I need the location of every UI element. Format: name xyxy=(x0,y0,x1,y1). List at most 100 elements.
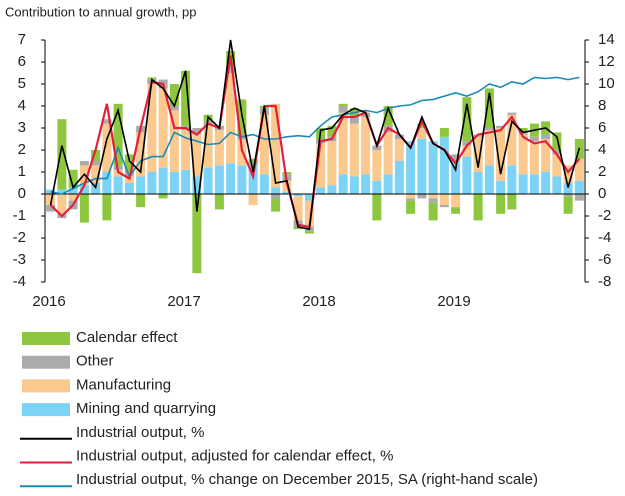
bar xyxy=(248,163,258,166)
bar xyxy=(293,227,303,230)
bar xyxy=(248,158,258,164)
bar xyxy=(406,194,416,199)
bar xyxy=(136,194,146,208)
bar xyxy=(192,194,202,274)
bar xyxy=(451,194,461,208)
bar xyxy=(541,139,551,172)
bar xyxy=(518,134,528,175)
bar xyxy=(451,207,461,214)
bar xyxy=(304,200,314,227)
x-tick-label: 2019 xyxy=(437,293,470,310)
bar xyxy=(417,139,427,194)
bar xyxy=(124,183,134,194)
bar xyxy=(68,187,78,194)
bar xyxy=(349,176,359,194)
bar xyxy=(102,172,112,194)
bar xyxy=(406,198,416,201)
bar xyxy=(147,172,157,194)
y2-tick-label: 14 xyxy=(598,31,615,48)
legend-label: Other xyxy=(76,353,114,370)
bar xyxy=(327,125,337,137)
y-tick-label: 2 xyxy=(18,141,26,158)
bar xyxy=(338,174,348,194)
bar xyxy=(507,165,517,194)
bar xyxy=(237,165,247,194)
y2-tick-label: 2 xyxy=(598,163,606,180)
bar xyxy=(484,128,494,131)
bar xyxy=(192,134,202,177)
bar xyxy=(226,73,236,164)
bar xyxy=(552,176,562,194)
bar xyxy=(496,128,506,181)
bar xyxy=(484,165,494,194)
bar xyxy=(214,165,224,194)
bar xyxy=(214,130,224,166)
y-tick-label: 1 xyxy=(18,163,26,180)
y-tick-label: -2 xyxy=(13,229,26,246)
bar xyxy=(102,119,112,124)
bar xyxy=(496,180,506,194)
bar xyxy=(147,77,157,80)
bar xyxy=(451,154,461,161)
chart-title: Contribution to annual growth, pp xyxy=(5,4,197,19)
bar xyxy=(462,145,472,157)
bar xyxy=(181,130,191,170)
bar xyxy=(327,185,337,194)
bar xyxy=(349,123,359,177)
bar xyxy=(507,112,517,115)
bar xyxy=(259,174,269,194)
bar xyxy=(372,180,382,194)
legend-swatch xyxy=(22,379,70,393)
bar xyxy=(68,194,78,201)
bar xyxy=(529,136,539,142)
legend-label: Industrial output, adjusted for calendar… xyxy=(76,447,393,464)
bar xyxy=(552,150,562,155)
bar xyxy=(158,88,168,168)
y-tick-label: -4 xyxy=(13,273,26,290)
bar xyxy=(473,194,483,221)
bar xyxy=(248,194,258,205)
y2-tick-label: -8 xyxy=(598,273,611,290)
bar xyxy=(383,132,393,175)
bar xyxy=(147,84,157,172)
legend-label: Industrial output, % xyxy=(76,424,204,441)
y2-tick-label: -6 xyxy=(598,251,611,268)
y2-tick-label: 8 xyxy=(598,97,606,114)
bar xyxy=(57,119,67,190)
bar xyxy=(574,194,584,201)
y2-tick-label: 12 xyxy=(598,53,615,70)
bar xyxy=(394,161,404,194)
bar xyxy=(226,163,236,194)
bar xyxy=(473,136,483,172)
bar xyxy=(518,128,528,133)
bar xyxy=(417,194,427,199)
bar xyxy=(169,172,179,194)
y2-tick-label: -4 xyxy=(598,229,611,246)
bar xyxy=(338,106,348,113)
bar xyxy=(57,194,67,214)
bar xyxy=(439,136,449,194)
bar xyxy=(304,194,314,201)
bar xyxy=(496,194,506,214)
bar xyxy=(406,200,416,214)
y-tick-label: 0 xyxy=(18,185,26,202)
bar xyxy=(484,88,494,128)
bar xyxy=(136,132,146,177)
x-tick-label: 2017 xyxy=(167,293,200,310)
bar xyxy=(563,194,573,197)
y-tick-label: 5 xyxy=(18,75,26,92)
legend-label: Manufacturing xyxy=(76,376,171,393)
bar xyxy=(158,194,168,199)
bar xyxy=(383,174,393,194)
y2-tick-label: 0 xyxy=(598,185,606,202)
bar xyxy=(462,156,472,194)
y2-tick-label: 6 xyxy=(598,119,606,136)
bar xyxy=(136,176,146,194)
bar xyxy=(552,154,562,177)
bar xyxy=(271,198,281,212)
y-tick-label: 7 xyxy=(18,31,26,48)
bar xyxy=(451,161,461,194)
bar xyxy=(439,205,449,208)
bar xyxy=(293,196,303,221)
